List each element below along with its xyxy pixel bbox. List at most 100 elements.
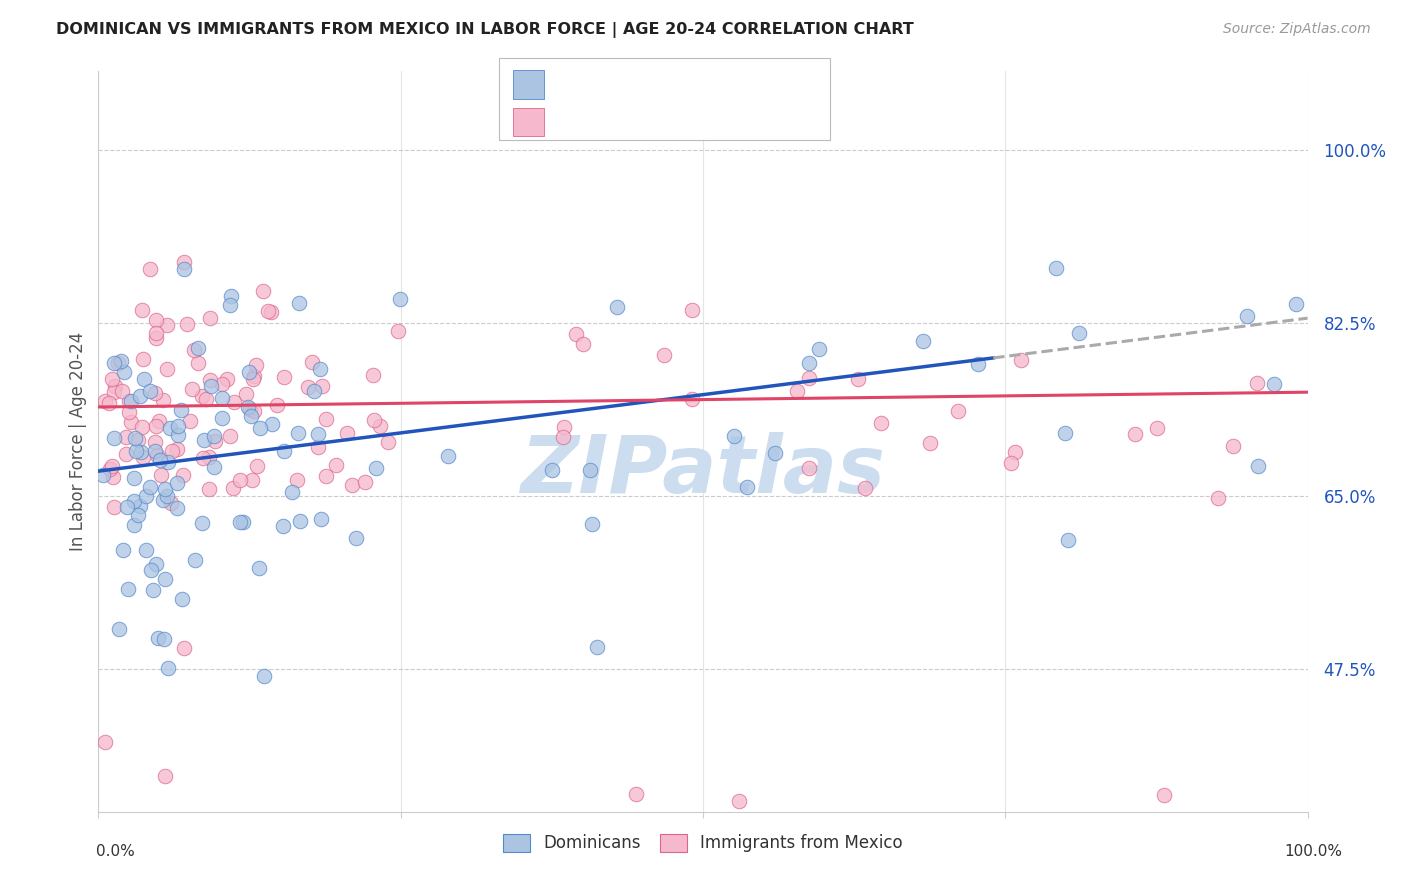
Text: 0.235: 0.235	[583, 76, 640, 94]
Point	[129, 499, 152, 513]
Point	[285, 473, 308, 487]
Point	[200, 379, 222, 393]
Point	[103, 385, 125, 400]
Point	[94, 394, 117, 409]
Point	[160, 444, 183, 458]
Point	[198, 372, 221, 386]
Point	[173, 261, 195, 276]
Point	[238, 365, 260, 379]
Legend: Dominicans, Immigrants from Mexico: Dominicans, Immigrants from Mexico	[496, 827, 910, 859]
Point	[100, 459, 122, 474]
Point	[266, 398, 288, 412]
Point	[217, 372, 239, 386]
Text: DOMINICAN VS IMMIGRANTS FROM MEXICO IN LABOR FORCE | AGE 20-24 CORRELATION CHART: DOMINICAN VS IMMIGRANTS FROM MEXICO IN L…	[56, 22, 914, 38]
Point	[187, 341, 209, 355]
Point	[173, 640, 195, 655]
Point	[1045, 261, 1067, 276]
Point	[297, 380, 319, 394]
Point	[236, 400, 259, 414]
Point	[132, 450, 155, 464]
Point	[191, 516, 214, 531]
Point	[581, 517, 603, 532]
Point	[553, 419, 575, 434]
Point	[160, 496, 183, 510]
Point	[139, 384, 162, 398]
Point	[797, 356, 820, 370]
Point	[245, 358, 267, 372]
Point	[211, 391, 233, 405]
Point	[122, 493, 145, 508]
Point	[579, 463, 602, 477]
Point	[118, 393, 141, 408]
Point	[363, 412, 385, 426]
Point	[98, 462, 121, 476]
Point	[115, 430, 138, 444]
Point	[799, 371, 821, 385]
Point	[156, 661, 179, 675]
Point	[145, 419, 167, 434]
Point	[1222, 439, 1244, 453]
Point	[191, 451, 214, 466]
Point	[946, 404, 969, 418]
Point	[91, 467, 114, 482]
Point	[198, 483, 221, 497]
Point	[176, 317, 198, 331]
Point	[124, 431, 146, 445]
Point	[219, 298, 242, 312]
Point	[143, 443, 166, 458]
Point	[307, 426, 329, 441]
Point	[553, 430, 575, 444]
Point	[156, 455, 179, 469]
Point	[1000, 456, 1022, 470]
Point	[204, 460, 226, 475]
Point	[727, 794, 749, 808]
Point	[249, 561, 271, 575]
Point	[229, 473, 252, 487]
Point	[101, 469, 124, 483]
Point	[229, 515, 252, 529]
Point	[364, 461, 387, 475]
Point	[153, 769, 176, 783]
Point	[388, 292, 411, 306]
Point	[1263, 377, 1285, 392]
Point	[565, 326, 588, 341]
Point	[211, 377, 233, 392]
Point	[273, 370, 295, 384]
Point	[1206, 491, 1229, 505]
Point	[155, 362, 177, 376]
Point	[139, 261, 162, 276]
Point	[141, 563, 163, 577]
Point	[152, 632, 174, 646]
Point	[260, 417, 283, 432]
Point	[135, 489, 157, 503]
Point	[240, 409, 263, 423]
Point	[243, 404, 266, 418]
Point	[149, 468, 172, 483]
Point	[127, 433, 149, 447]
Point	[194, 392, 217, 406]
Text: 116: 116	[668, 113, 706, 131]
Point	[132, 372, 155, 386]
Point	[260, 305, 283, 319]
Point	[183, 343, 205, 357]
Point	[763, 446, 786, 460]
Point	[624, 787, 647, 801]
Point	[156, 318, 179, 333]
Point	[308, 362, 330, 376]
Point	[257, 304, 280, 318]
Text: Source: ZipAtlas.com: Source: ZipAtlas.com	[1223, 22, 1371, 37]
Point	[1146, 421, 1168, 435]
Point	[115, 500, 138, 514]
Point	[252, 285, 274, 299]
Point	[361, 368, 384, 382]
Point	[325, 458, 347, 472]
Point	[354, 475, 377, 490]
Point	[100, 372, 122, 386]
Text: R =: R =	[555, 76, 595, 94]
Point	[846, 372, 869, 386]
Point	[1285, 297, 1308, 311]
Point	[1053, 426, 1076, 441]
Point	[166, 442, 188, 456]
Point	[307, 440, 329, 454]
Point	[107, 356, 129, 370]
